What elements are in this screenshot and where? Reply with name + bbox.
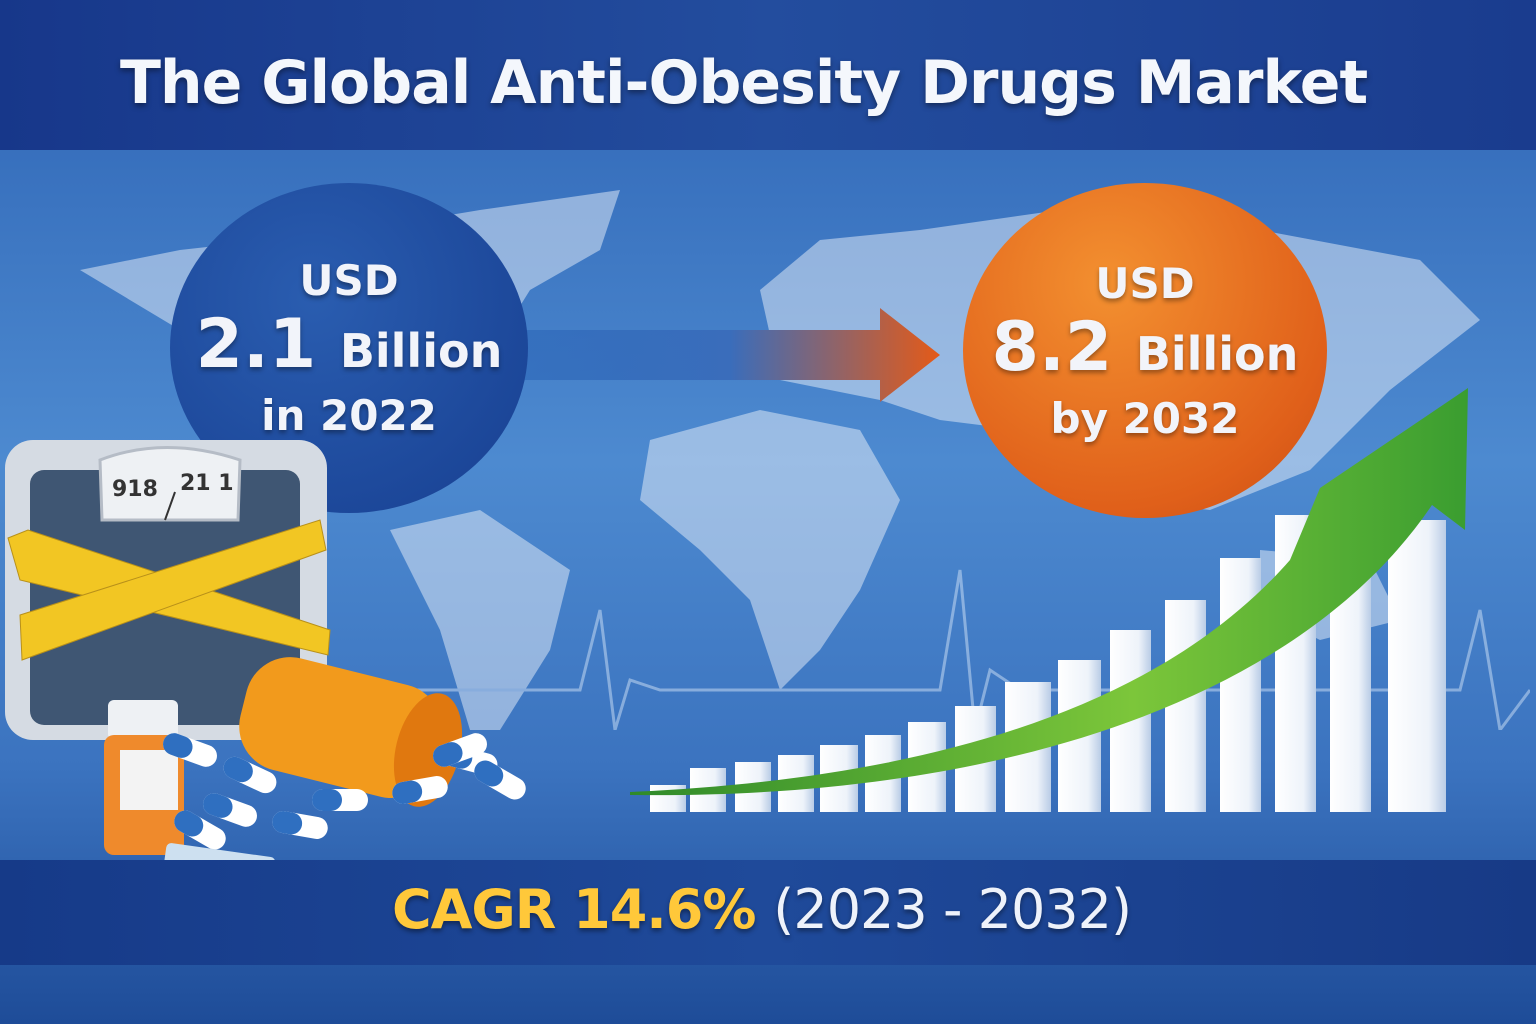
growth-bar: [1388, 520, 1446, 812]
end-currency: USD: [1095, 258, 1195, 308]
capsule-icon: [474, 760, 526, 800]
capsule-icon: [203, 793, 257, 827]
scale-readout-left: 918: [112, 477, 158, 502]
scale-readout-right: 21 1: [180, 471, 234, 496]
start-amount: 2.1: [195, 305, 317, 384]
scale-and-pills-illustration: 918 21 1: [5, 440, 526, 884]
capsule-icon: [433, 733, 487, 767]
title-band: [0, 0, 1536, 150]
capsule-icon: [174, 810, 226, 850]
cagr-band: [0, 860, 1536, 965]
pill-bottle-icon: [104, 700, 184, 855]
open-pill-bottle-icon: [239, 657, 463, 807]
start-period: in 2022: [261, 391, 437, 440]
capsules-icon: [163, 733, 526, 850]
capsule-icon: [272, 811, 328, 839]
start-currency: USD: [299, 256, 399, 305]
growth-bar: [650, 785, 686, 812]
end-unit: Billion: [1135, 326, 1299, 381]
capsule-icon: [392, 776, 448, 804]
end-period: by 2032: [1050, 393, 1240, 443]
cagr-period: (2023 - 2032): [773, 878, 1132, 941]
page-title: The Global Anti-Obesity Drugs Market: [120, 48, 1368, 118]
measuring-tape-icon: [7, 519, 331, 661]
cagr-text: CAGR 14.6% (2023 - 2032): [392, 878, 1132, 941]
growth-arrow-icon: [520, 308, 940, 402]
end-amount: 8.2: [991, 307, 1113, 387]
end-value-circle: USD 8.2 Billion by 2032: [963, 183, 1327, 518]
green-trend-arrow-icon: [630, 388, 1468, 796]
capsule-icon: [163, 733, 217, 767]
cagr-value: CAGR 14.6%: [392, 878, 756, 941]
capsule-icon: [223, 756, 277, 794]
start-unit: Billion: [339, 324, 503, 378]
growth-bar: [1165, 600, 1206, 812]
capsule-icon: [312, 789, 368, 811]
